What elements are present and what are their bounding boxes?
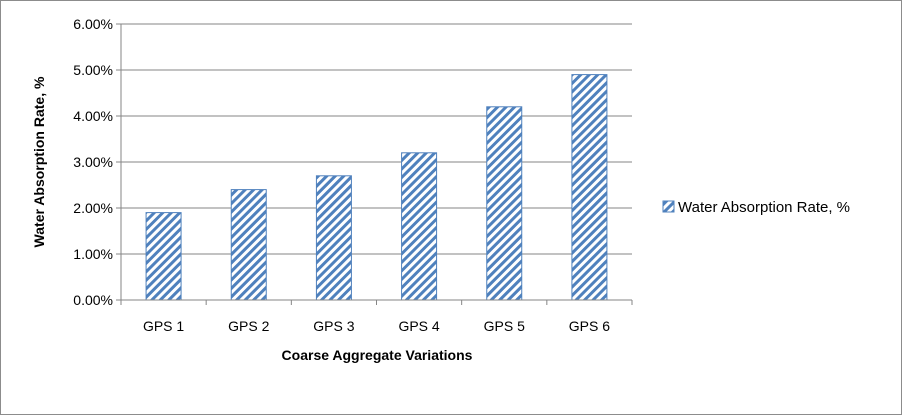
y-tick-label: 3.00% <box>73 154 113 170</box>
bar <box>401 152 438 301</box>
x-tick-label: GPS 2 <box>228 318 269 334</box>
bar <box>145 212 182 301</box>
x-tick-label: GPS 3 <box>313 318 354 334</box>
y-tick-label: 5.00% <box>73 62 113 78</box>
gridlines <box>121 23 632 255</box>
legend-label: Water Absorption Rate, % <box>678 199 850 216</box>
x-tick-label: GPS 5 <box>484 318 525 334</box>
bar <box>571 74 608 301</box>
axes: 0.00% 1.00% 2.00% 3.00% 4.00% 5.00% 6.00% GPS 1… <box>73 16 633 334</box>
legend: Water Absorption Rate, % <box>662 199 850 216</box>
bar <box>486 106 523 301</box>
y-tick-label: 2.00% <box>73 200 113 216</box>
legend-swatch <box>662 200 675 213</box>
y-tick-label: 4.00% <box>73 108 113 124</box>
x-tick-label: GPS 1 <box>143 318 184 334</box>
y-tick-label: 1.00% <box>73 246 113 262</box>
y-tick-label: 0.00% <box>73 292 113 308</box>
bars <box>145 74 608 301</box>
y-axis-title: Water Absorption Rate, % <box>31 76 47 247</box>
y-tick-label: 6.00% <box>73 16 113 32</box>
x-tick-label: GPS 6 <box>569 318 610 334</box>
x-axis-title: Coarse Aggregate Variations <box>282 347 473 363</box>
bar <box>315 175 352 301</box>
x-tick-label: GPS 4 <box>398 318 439 334</box>
bar <box>230 189 267 301</box>
